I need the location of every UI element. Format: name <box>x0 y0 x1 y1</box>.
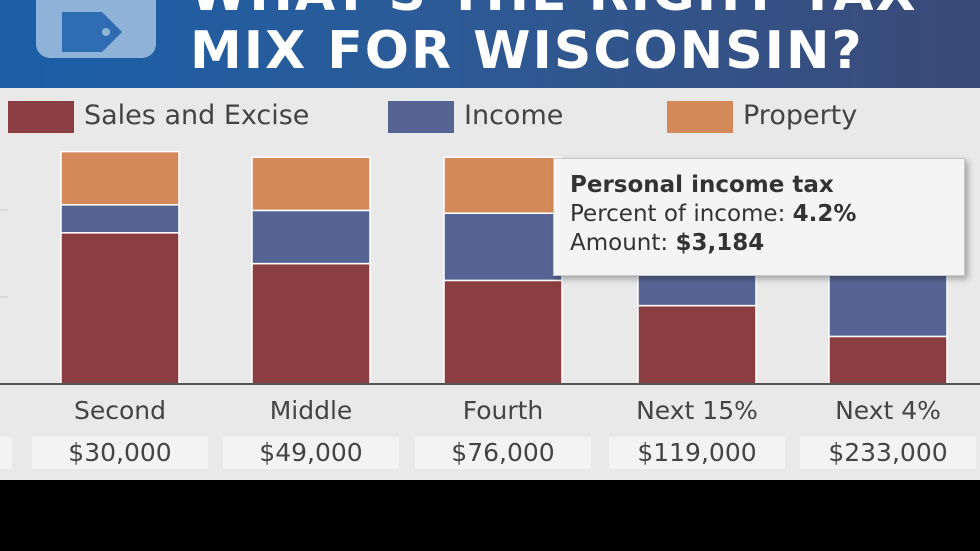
income-label-bg-4 <box>800 437 976 469</box>
header-banner: WHAT'S THE RIGHT TAX MIX FOR WISCONSIN? <box>0 0 980 88</box>
legend-swatch-sales <box>8 101 74 133</box>
x-tick-label-1: Middle <box>270 396 353 425</box>
tooltip-percent-label: Percent of income: <box>570 201 786 227</box>
bar-income-3[interactable] <box>637 271 757 307</box>
bar-sales-2[interactable] <box>443 279 563 385</box>
bar-property-1[interactable] <box>251 156 371 212</box>
legend-label-sales: Sales and Excise <box>84 100 310 131</box>
banner-title-line1: WHAT'S THE RIGHT TAX <box>190 0 980 22</box>
bar-sales-4[interactable] <box>828 335 948 385</box>
legend-swatch-property <box>667 101 733 133</box>
income-label-1: $49,000 <box>259 438 362 467</box>
income-label-2: $76,000 <box>451 438 554 467</box>
tooltip-percent-value: 4.2% <box>792 201 857 227</box>
x-tick-label-4: Next 4% <box>835 396 941 425</box>
bar-sales-1[interactable] <box>251 262 371 385</box>
tooltip-amount-label: Amount: <box>570 230 669 256</box>
legend-swatch-income <box>388 101 454 133</box>
x-tick-label-0: Second <box>74 396 166 425</box>
tooltip-percent-line: Percent of income: 4.2% <box>570 200 948 229</box>
tooltip: Personal income tax Percent of income: 4… <box>553 158 965 276</box>
bar-income-0[interactable] <box>60 204 180 234</box>
income-label-bg-1 <box>223 437 399 469</box>
bar-income-1[interactable] <box>251 209 371 265</box>
legend-label-property: Property <box>743 100 858 131</box>
tooltip-amount-value: $3,184 <box>675 230 765 256</box>
bar-income-4[interactable] <box>828 271 948 338</box>
income-label-bg-0 <box>32 437 208 469</box>
x-tick-label-2: Fourth <box>463 396 544 425</box>
income-label-4: $233,000 <box>828 438 947 467</box>
bar-income-2[interactable] <box>443 212 563 282</box>
bar-sales-0[interactable] <box>60 232 180 385</box>
tag-icon <box>36 0 156 58</box>
tooltip-title: Personal income tax <box>570 172 834 198</box>
bar-sales-3[interactable] <box>637 304 757 385</box>
income-label-bg-partial <box>0 437 12 469</box>
banner-title: WHAT'S THE RIGHT TAX MIX FOR WISCONSIN? <box>190 0 980 80</box>
bar-property-2[interactable] <box>443 156 563 214</box>
income-label-bg-2 <box>415 437 591 469</box>
income-label-0: $30,000 <box>68 438 171 467</box>
bar-property-0[interactable] <box>60 150 180 206</box>
tooltip-amount-line: Amount: $3,184 <box>570 229 948 258</box>
legend-label-income: Income <box>464 100 564 131</box>
x-tick-label-3: Next 15% <box>636 396 758 425</box>
banner-title-line2: MIX FOR WISCONSIN? <box>190 21 864 81</box>
bottom-band <box>0 480 980 551</box>
income-label-bg-3 <box>609 437 785 469</box>
income-label-3: $119,000 <box>637 438 756 467</box>
